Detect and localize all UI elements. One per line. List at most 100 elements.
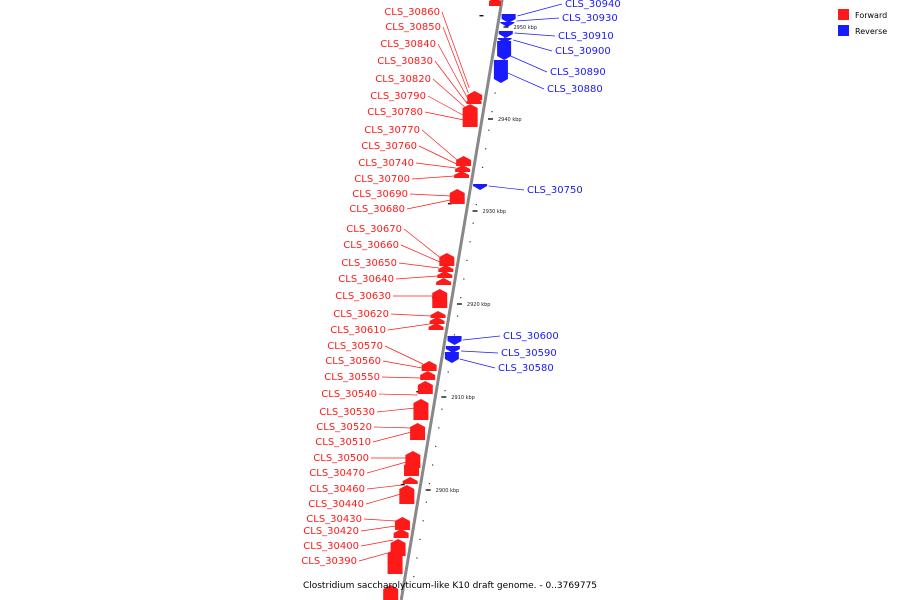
- forward-gene-feature[interactable]: [436, 278, 452, 285]
- forward-gene-feature[interactable]: [456, 156, 472, 166]
- reverse-leader-line: [488, 185, 525, 191]
- forward-gene-label[interactable]: CLS_30530: [319, 407, 375, 418]
- reverse-gene-feature[interactable]: [497, 38, 512, 43]
- forward-gene-feature[interactable]: [462, 104, 478, 127]
- forward-gene-label[interactable]: CLS_30820: [375, 74, 431, 85]
- forward-gene-label[interactable]: CLS_30670: [346, 224, 402, 235]
- reverse-gene-label[interactable]: CLS_30750: [527, 185, 583, 196]
- forward-gene-label[interactable]: CLS_30430: [306, 514, 362, 525]
- forward-gene-feature[interactable]: [417, 381, 433, 394]
- forward-gene-label[interactable]: CLS_30390: [301, 556, 357, 567]
- forward-gene-label[interactable]: CLS_30570: [327, 341, 383, 352]
- forward-gene-label[interactable]: CLS_30840: [380, 39, 436, 50]
- reverse-leader-line: [517, 3, 563, 17]
- forward-gene-label[interactable]: CLS_30850: [385, 22, 441, 33]
- forward-gene-feature[interactable]: [455, 165, 471, 172]
- forward-gene-feature[interactable]: [420, 371, 436, 380]
- reverse-gene-feature[interactable]: [500, 22, 515, 27]
- reverse-gene-feature[interactable]: [445, 346, 460, 353]
- forward-gene-feature[interactable]: [387, 549, 403, 574]
- forward-gene-label[interactable]: CLS_30550: [324, 372, 380, 383]
- forward-gene-feature[interactable]: [402, 477, 418, 484]
- forward-leader-line: [418, 145, 457, 165]
- reverse-gene-label[interactable]: CLS_30580: [498, 363, 554, 374]
- forward-gene-label[interactable]: CLS_30830: [377, 56, 433, 67]
- reverse-gene-feature[interactable]: [447, 336, 462, 345]
- forward-gene-label[interactable]: CLS_30630: [335, 291, 391, 302]
- reverse-gene-label[interactable]: CLS_30880: [547, 84, 603, 95]
- forward-gene-feature[interactable]: [404, 461, 420, 476]
- map-caption: Clostridium saccharolyticum-like K10 dra…: [303, 581, 597, 591]
- reverse-leader-line: [507, 72, 545, 90]
- minor-tick: [460, 297, 462, 299]
- reverse-gene-feature[interactable]: [493, 60, 508, 83]
- forward-leader-line: [441, 11, 470, 89]
- forward-leader-line: [409, 193, 452, 197]
- tick-label: 2940 kbp: [498, 117, 522, 123]
- forward-gene-label[interactable]: CLS_30520: [316, 422, 372, 433]
- forward-leader-line: [411, 175, 455, 180]
- forward-gene-feature[interactable]: [394, 517, 410, 530]
- reverse-gene-label[interactable]: CLS_30930: [562, 13, 618, 24]
- reverse-gene-label[interactable]: CLS_30890: [550, 67, 606, 78]
- forward-gene-label[interactable]: CLS_30620: [333, 309, 389, 320]
- forward-leader-line: [434, 60, 467, 104]
- forward-gene-feature[interactable]: [393, 529, 409, 538]
- forward-gene-label[interactable]: CLS_30790: [370, 91, 426, 102]
- forward-gene-feature[interactable]: [439, 253, 455, 266]
- forward-gene-label[interactable]: CLS_30690: [352, 189, 408, 200]
- forward-gene-label[interactable]: CLS_30510: [315, 437, 371, 448]
- forward-gene-label[interactable]: CLS_30420: [303, 526, 359, 537]
- minor-tick: [488, 129, 490, 131]
- forward-gene-label[interactable]: CLS_30700: [354, 174, 410, 185]
- reverse-gene-feature[interactable]: [473, 184, 488, 190]
- reverse-gene-label[interactable]: CLS_30900: [555, 46, 611, 57]
- forward-gene-label[interactable]: CLS_30640: [338, 274, 394, 285]
- forward-gene-feature[interactable]: [489, 0, 501, 6]
- reverse-gene-label[interactable]: CLS_30940: [565, 0, 621, 10]
- forward-gene-feature[interactable]: [421, 361, 437, 371]
- forward-gene-feature[interactable]: [449, 189, 465, 204]
- forward-gene-label[interactable]: CLS_30610: [330, 325, 386, 336]
- forward-gene-label[interactable]: CLS_30400: [303, 541, 359, 552]
- forward-gene-feature[interactable]: [454, 171, 470, 178]
- forward-leader-line: [360, 539, 394, 547]
- forward-gene-feature[interactable]: [410, 423, 426, 440]
- forward-gene-label[interactable]: CLS_30680: [349, 204, 405, 215]
- reverse-gene-feature[interactable]: [497, 41, 512, 60]
- forward-gene-label[interactable]: CLS_30760: [361, 141, 417, 152]
- forward-gene-label[interactable]: CLS_30460: [309, 484, 365, 495]
- forward-gene-label[interactable]: CLS_30660: [343, 240, 399, 251]
- reverse-gene-label[interactable]: CLS_30600: [503, 331, 559, 342]
- forward-gene-label[interactable]: CLS_30440: [308, 499, 364, 510]
- minor-tick: [472, 222, 474, 224]
- reverse-gene-label[interactable]: CLS_30910: [558, 31, 614, 42]
- forward-gene-label[interactable]: CLS_30560: [325, 356, 381, 367]
- forward-gene-label[interactable]: CLS_30740: [358, 158, 414, 169]
- forward-gene-feature[interactable]: [466, 97, 482, 104]
- forward-gene-label[interactable]: CLS_30780: [367, 107, 423, 118]
- forward-gene-feature[interactable]: [383, 585, 399, 600]
- forward-gene-feature[interactable]: [430, 311, 446, 318]
- forward-gene-label[interactable]: CLS_30650: [341, 258, 397, 269]
- reverse-gene-feature[interactable]: [444, 352, 459, 363]
- forward-gene-feature[interactable]: [467, 91, 483, 100]
- forward-gene-label[interactable]: CLS_30500: [313, 453, 369, 464]
- forward-gene-label[interactable]: CLS_30860: [384, 7, 440, 18]
- forward-gene-label[interactable]: CLS_30770: [364, 125, 420, 136]
- forward-gene-label[interactable]: CLS_30470: [309, 468, 365, 479]
- forward-gene-feature[interactable]: [429, 317, 445, 324]
- forward-gene-feature[interactable]: [413, 399, 429, 420]
- minor-tick: [416, 557, 418, 559]
- reverse-gene-feature[interactable]: [501, 14, 516, 23]
- reverse-gene-label[interactable]: CLS_30590: [501, 348, 557, 359]
- forward-gene-feature[interactable]: [428, 323, 444, 330]
- forward-gene-feature[interactable]: [432, 289, 448, 308]
- forward-gene-feature[interactable]: [438, 265, 454, 272]
- forward-leader-line: [376, 407, 416, 413]
- forward-gene-label[interactable]: CLS_30540: [321, 389, 377, 400]
- reverse-gene-feature[interactable]: [498, 31, 513, 38]
- forward-gene-feature[interactable]: [399, 485, 415, 504]
- legend-forward-swatch: [838, 9, 849, 20]
- forward-gene-feature[interactable]: [437, 271, 453, 278]
